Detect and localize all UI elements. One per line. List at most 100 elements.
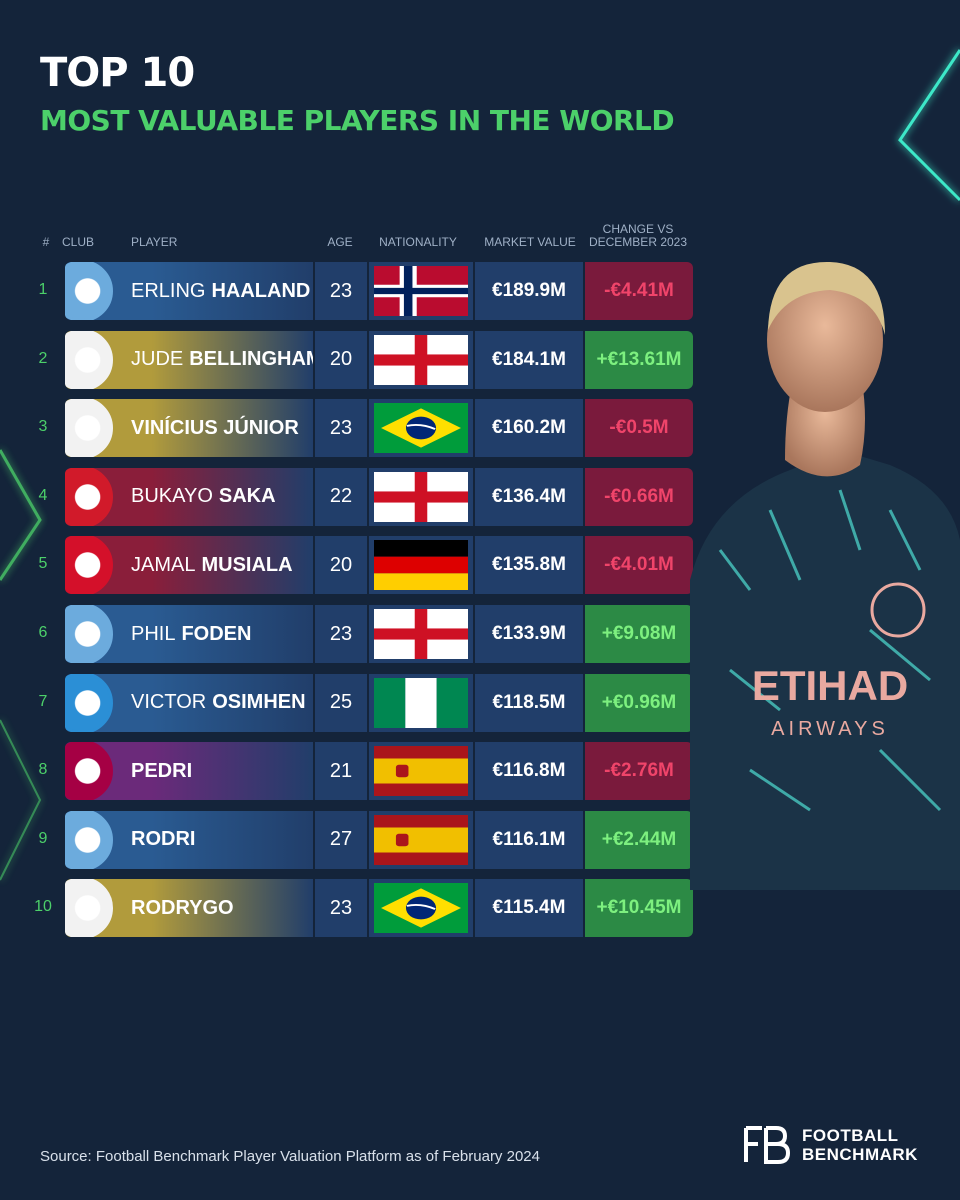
col-market-value-header: MARKET VALUE [484, 235, 576, 249]
table-row: RODRYGO 23 €115.4M +€10.45M [65, 879, 693, 938]
player-first-name: VICTOR [131, 691, 207, 714]
real-madrid-crest-icon [65, 330, 113, 389]
table-row: VINÍCIUS JÚNIOR 23 €160.2M -€0.5M [65, 399, 693, 458]
player-first-name: JUDE [131, 348, 184, 371]
player-age: 25 [315, 673, 367, 732]
rank-number: 3 [38, 418, 48, 436]
bayern-crest-icon [65, 536, 113, 595]
player-last-name: VINÍCIUS JÚNIOR [131, 416, 299, 439]
player-last-name: OSIMHEN [212, 691, 306, 714]
player-name: RODRYGO [131, 879, 234, 937]
man-city-crest-icon [65, 262, 113, 320]
player-age: 23 [315, 879, 367, 938]
col-rank-header: # [42, 235, 50, 249]
nationality-cell [369, 399, 473, 458]
nigeria-flag-icon [374, 677, 468, 728]
rank-number: 10 [34, 898, 52, 916]
value-change: -€4.41M [585, 262, 693, 320]
col-change-header-line1: CHANGE VS [602, 222, 674, 236]
table-row: VICTOR OSIMHEN 25 €118.5M +€0.96M [65, 673, 693, 732]
nationality-cell [369, 467, 473, 526]
player-name: VINÍCIUS JÚNIOR [131, 399, 299, 457]
norway-flag-icon [374, 266, 468, 316]
source-note: Source: Football Benchmark Player Valuat… [40, 1148, 540, 1165]
player-name: JUDE BELLINGHAM [131, 331, 313, 389]
table-row: JAMAL MUSIALA 20 €135.8M -€4.01M [65, 536, 693, 595]
player-age: 20 [315, 536, 367, 595]
value-change: +€9.08M [585, 605, 693, 663]
market-value: €116.1M [475, 810, 583, 869]
club-player-cell: RODRI [65, 810, 313, 869]
club-player-cell: PHIL FODEN [65, 605, 313, 663]
nationality-cell [369, 536, 473, 595]
rank-number: 5 [38, 555, 48, 573]
rank-number: 2 [38, 349, 48, 367]
player-first-name: JAMAL [131, 553, 196, 576]
market-value: €116.8M [475, 742, 583, 801]
rank-number: 9 [38, 829, 48, 847]
value-change: +€10.45M [585, 879, 693, 938]
player-age: 21 [315, 742, 367, 801]
value-change: +€0.96M [585, 673, 693, 732]
england-flag-icon [374, 609, 468, 659]
nationality-cell [369, 330, 473, 389]
rank-number: 6 [38, 624, 48, 641]
value-change: -€2.76M [585, 742, 693, 801]
value-change: -€4.01M [585, 536, 693, 595]
player-name: VICTOR OSIMHEN [131, 674, 306, 732]
club-player-cell: JUDE BELLINGHAM [65, 330, 313, 389]
table-row: BUKAYO SAKA 22 €136.4M -€0.66M [65, 467, 693, 526]
rank-number: 4 [38, 486, 48, 504]
market-value: €118.5M [475, 673, 583, 732]
player-first-name: BUKAYO [131, 485, 213, 508]
market-value: €160.2M [475, 399, 583, 458]
rank-number: 1 [38, 281, 48, 298]
player-first-name: ERLING [131, 279, 206, 302]
napoli-crest-icon [65, 673, 113, 732]
brand-name-line1: FOOTBALL [802, 1126, 899, 1145]
market-value: €135.8M [475, 536, 583, 595]
barcelona-crest-icon [65, 742, 113, 801]
col-player-header: PLAYER [131, 235, 178, 249]
nationality-cell [369, 879, 473, 938]
club-player-cell: PEDRI [65, 742, 313, 801]
svg-text:ETIHAD: ETIHAD [752, 662, 908, 709]
player-age: 23 [315, 399, 367, 458]
col-nationality-header: NATIONALITY [379, 235, 457, 249]
player-name: BUKAYO SAKA [131, 468, 276, 526]
player-last-name: BELLINGHAM [189, 348, 313, 371]
market-value: €136.4M [475, 467, 583, 526]
rank-number: 7 [38, 692, 48, 710]
player-name: ERLING HAALAND [131, 262, 310, 320]
club-player-cell: ERLING HAALAND [65, 262, 313, 320]
value-change: -€0.5M [585, 399, 693, 458]
england-flag-icon [374, 334, 468, 385]
nationality-cell [369, 262, 473, 320]
player-photo: ETIHAD AIRWAYS [690, 261, 960, 890]
arsenal-crest-icon [65, 467, 113, 526]
table-row: ERLING HAALAND 23 €189.9M -€4.41M [65, 262, 693, 320]
market-value: €184.1M [475, 330, 583, 389]
club-player-cell: VINÍCIUS JÚNIOR [65, 399, 313, 458]
page-subtitle: MOST VALUABLE PLAYERS IN THE WORLD [40, 104, 675, 137]
player-last-name: RODRYGO [131, 896, 234, 919]
player-age: 20 [315, 330, 367, 389]
col-age-header: AGE [327, 235, 353, 249]
player-name: RODRI [131, 811, 195, 869]
spain-flag-icon [374, 814, 468, 865]
rank-number: 8 [38, 761, 48, 779]
col-change-header-line2: DECEMBER 2023 [588, 235, 688, 249]
player-name: PHIL FODEN [131, 605, 251, 663]
club-player-cell: RODRYGO [65, 879, 313, 938]
table-row: RODRI 27 €116.1M +€2.44M [65, 810, 693, 869]
player-age: 23 [315, 605, 367, 663]
club-player-cell: JAMAL MUSIALA [65, 536, 313, 595]
spain-flag-icon [374, 746, 468, 797]
nationality-cell [369, 810, 473, 869]
value-change: +€13.61M [585, 330, 693, 389]
table-row: PHIL FODEN 23 €133.9M +€9.08M [65, 605, 693, 663]
nationality-cell [369, 742, 473, 801]
brand-name-line2: BENCHMARK [802, 1145, 918, 1164]
brand-name: FOOTBALL BENCHMARK [802, 1126, 918, 1164]
player-first-name: PHIL [131, 622, 176, 645]
